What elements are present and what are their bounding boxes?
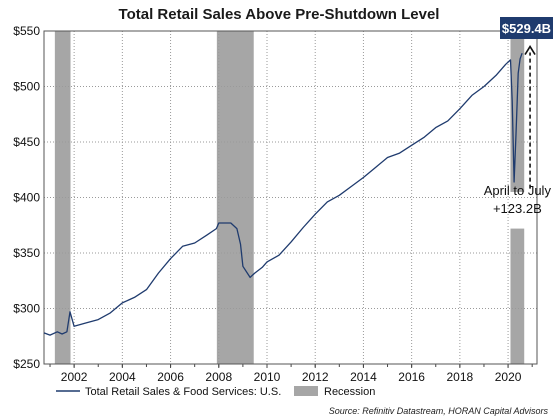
y-tick-label: $250 [13,357,40,371]
y-tick-label: $500 [13,80,40,94]
value-callout-label: $529.4B [502,21,551,36]
axes: $250 $300 $350 $400 $450 $500 $550 2002 2004 2006… [13,24,538,384]
change-arrow-head [524,45,536,55]
recession-band [216,31,254,364]
x-tick-label: 2016 [398,370,425,384]
recession-bands [54,31,525,364]
x-tick-label: 2008 [205,370,232,384]
chart-title: Total Retail Sales Above Pre-Shutdown Le… [119,6,440,23]
y-tick-label: $350 [13,246,40,260]
legend-series-label: Total Retail Sales & Food Services: U.S. [85,386,281,398]
recession-band [510,228,525,364]
x-tick-label: 2020 [495,370,522,384]
y-tick-label: $300 [13,302,40,316]
x-tick-label: 2014 [350,370,377,384]
series-line [43,52,523,336]
y-tick-label: $450 [13,135,40,149]
x-tick-label: 2018 [447,370,474,384]
x-tick-label: 2006 [157,370,184,384]
x-tick-label: 2012 [302,370,329,384]
x-tick-label: 2004 [109,370,136,384]
grid-lines [44,30,537,365]
legend: Total Retail Sales & Food Services: U.S.… [56,386,375,398]
y-tick-label: $400 [13,191,40,205]
value-callout-box [500,17,553,39]
plot-frame [43,30,538,365]
series-layer [43,52,523,336]
change-label-line1: April to July [484,183,552,198]
y-tick-label: $550 [13,24,40,38]
source-note: Source: Refinitiv Datastream, HORAN Capi… [329,406,549,416]
legend-recession-swatch [294,386,318,396]
legend-recession-label: Recession [324,386,375,398]
annotations: $529.4B April to July +123.2B [484,17,553,216]
change-label-line2: +123.2B [493,201,542,216]
x-tick-label: 2010 [254,370,281,384]
x-tick-label: 2002 [61,370,88,384]
